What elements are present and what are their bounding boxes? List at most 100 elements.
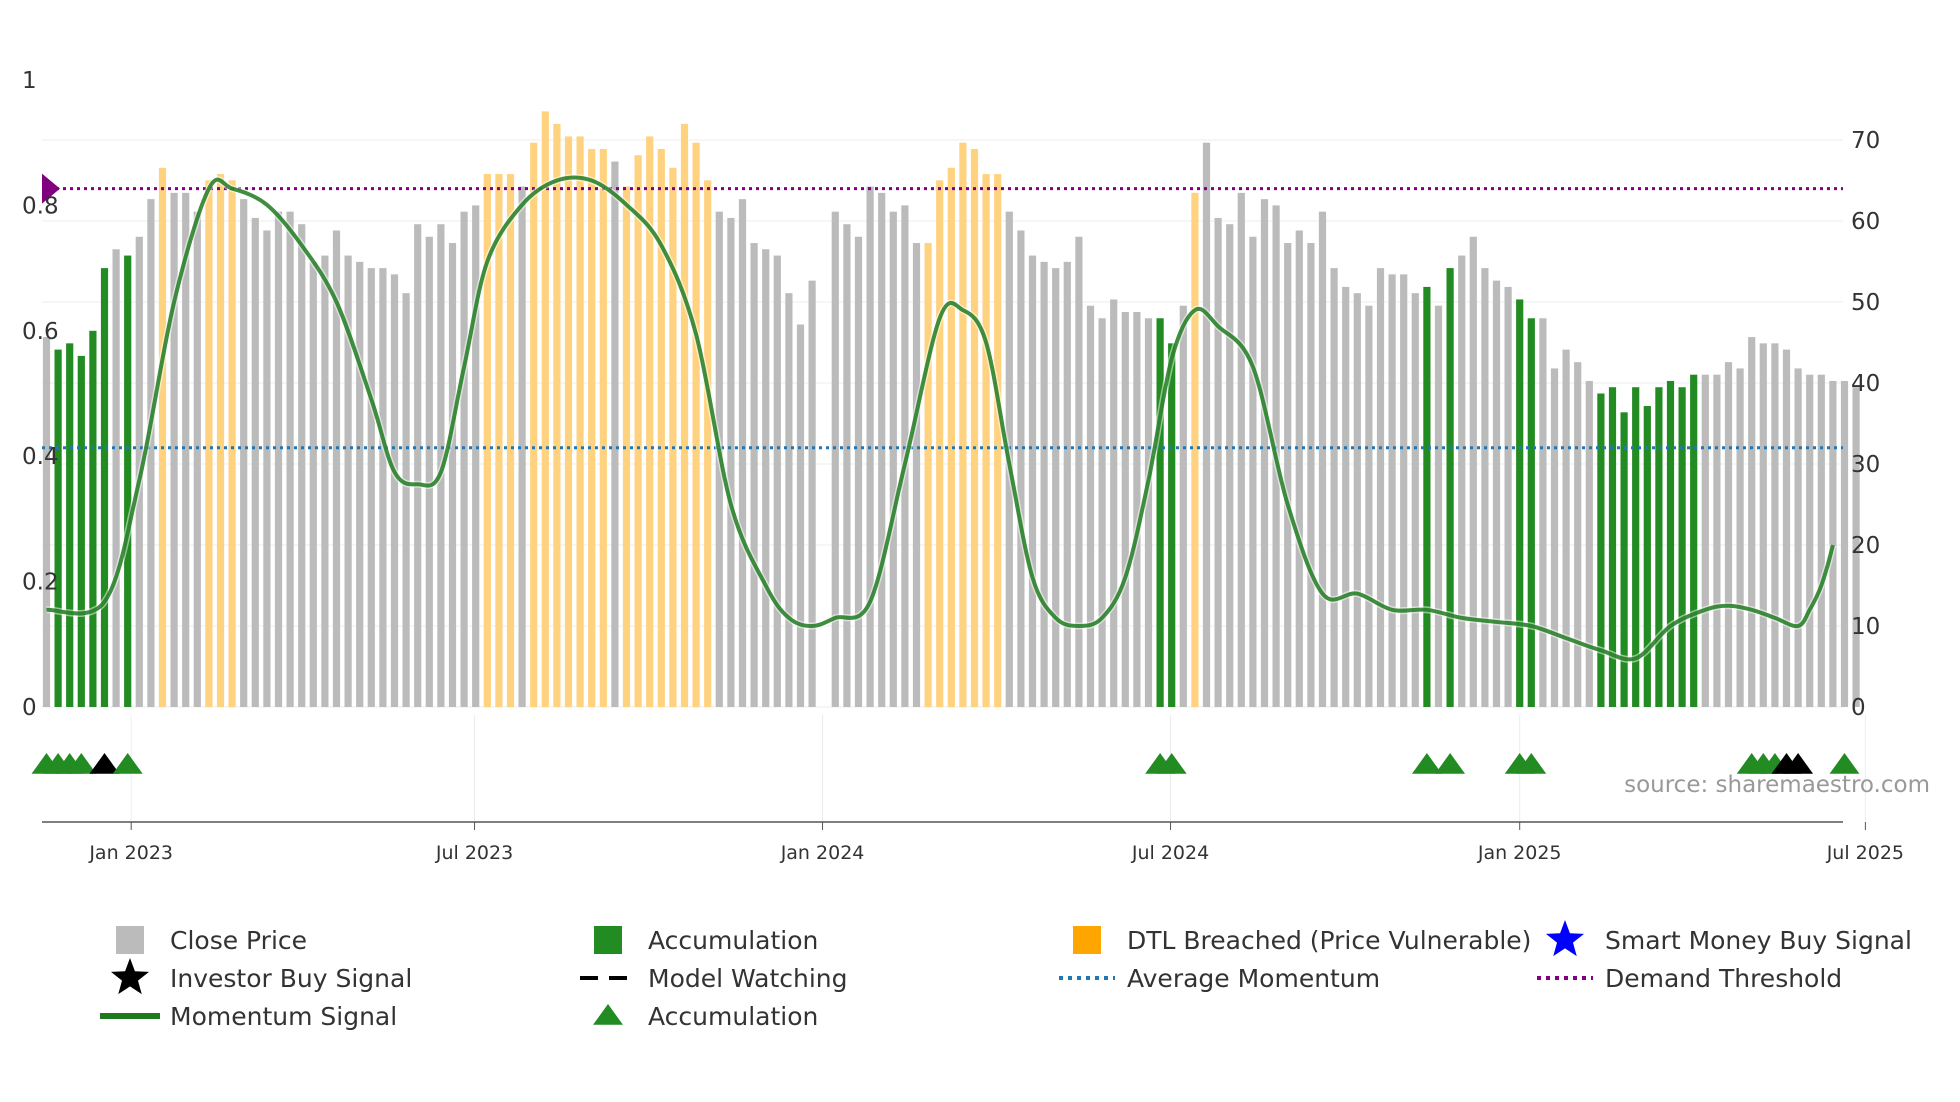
close-price-bar <box>1434 305 1443 707</box>
legend-label: Accumulation <box>648 926 818 955</box>
reference-lines <box>42 173 1843 450</box>
accumulation-marker <box>1156 753 1187 774</box>
signal-markers <box>31 753 1860 774</box>
legend-label: DTL Breached (Price Vulnerable) <box>1127 926 1531 955</box>
legend-item: Investor Buy Signal <box>110 958 412 995</box>
dtl-breached-bar <box>541 111 549 708</box>
close-price-bar <box>321 255 329 707</box>
accumulation-bar <box>1446 268 1454 707</box>
accumulation-bar <box>1678 387 1686 707</box>
legend-item: Demand Threshold <box>1537 964 1842 993</box>
accumulation-marker <box>112 753 143 774</box>
close-price-bar <box>1539 318 1547 707</box>
close-price-bar <box>1759 343 1767 707</box>
right-tick-label: 70 <box>1851 128 1880 154</box>
close-price-bar <box>1840 380 1849 707</box>
legend-star-icon <box>110 958 150 995</box>
legend: Close Price Accumulation DTL Breached (Pri… <box>100 920 1912 1031</box>
date-tick-label: Jul 2023 <box>435 842 513 864</box>
source-label: source: sharemaestro.com <box>1624 772 1930 798</box>
accumulation-bar <box>89 330 97 707</box>
close-price-bar <box>1411 293 1419 707</box>
close-price-bar <box>472 205 480 707</box>
accumulation-bar <box>1655 387 1663 707</box>
right-tick-label: 0 <box>1851 695 1866 721</box>
close-price-bar <box>518 186 526 708</box>
right-tick-label: 20 <box>1851 533 1880 559</box>
close-price-bar <box>1284 243 1292 707</box>
close-price-bar <box>274 211 283 708</box>
investor-buy-marker <box>1783 753 1814 774</box>
close-price-bar <box>263 230 271 708</box>
close-price-bar <box>240 199 248 707</box>
dtl-breached-bar <box>599 148 607 708</box>
accumulation-bar <box>54 349 62 707</box>
close-price-bar <box>1353 293 1361 707</box>
close-price-bar <box>309 261 317 707</box>
close-price-bar <box>425 236 433 707</box>
price-bars <box>42 111 1860 708</box>
left-tick-label: 1 <box>22 68 37 94</box>
close-price-bar <box>762 249 770 708</box>
accumulation-marker <box>66 753 97 774</box>
date-tick-label: Jan 2023 <box>88 842 173 864</box>
demand-threshold-marker <box>42 173 60 204</box>
right-tick-label: 60 <box>1851 209 1880 235</box>
close-price-bar <box>1318 211 1327 708</box>
close-price-bar <box>1086 305 1095 707</box>
close-price-bar <box>1736 368 1744 707</box>
legend-label: Momentum Signal <box>170 1002 397 1031</box>
dtl-breached-bar <box>205 180 213 707</box>
accumulation-marker <box>1829 753 1860 774</box>
close-price-bar <box>251 217 259 707</box>
close-price-bar <box>1504 286 1512 707</box>
close-price-bar <box>808 280 816 707</box>
legend-item: Smart Money Buy Signal <box>1545 920 1912 957</box>
accumulation-bar <box>66 343 74 707</box>
accumulation-bar <box>1666 380 1675 707</box>
close-price-bar <box>402 293 410 707</box>
close-price-bar <box>344 255 352 707</box>
close-price-bar <box>1376 268 1385 707</box>
accumulation-bar <box>1597 393 1605 707</box>
close-price-bar <box>42 337 51 707</box>
close-price-bar <box>1110 299 1118 707</box>
close-price-bar <box>1144 318 1153 707</box>
dtl-breached-bar <box>506 174 515 708</box>
dtl-breached-bar <box>1191 192 1199 708</box>
left-tick-label: 0.6 <box>22 319 59 345</box>
legend-square-icon <box>1073 926 1101 954</box>
close-price-bar <box>1782 349 1791 707</box>
close-price-bar <box>1028 255 1037 707</box>
close-price-bar <box>1481 268 1489 707</box>
close-price-bar <box>912 243 921 707</box>
close-price-bar <box>1040 261 1048 707</box>
dtl-breached-bar <box>657 148 665 708</box>
close-price-bar <box>1121 311 1129 707</box>
close-price-bar <box>298 224 306 707</box>
legend-label: Accumulation <box>648 1002 818 1031</box>
accumulation-marker <box>1411 753 1442 774</box>
dtl-breached-bar <box>947 167 955 707</box>
close-price-bar <box>1214 217 1222 707</box>
close-price-bar <box>1307 243 1315 707</box>
legend-item: Momentum Signal <box>100 1002 397 1031</box>
legend-square-icon <box>116 926 144 954</box>
close-price-bar <box>1585 380 1593 707</box>
accumulation-bar <box>1168 343 1176 707</box>
close-price-bar <box>1249 236 1257 707</box>
close-price-bar <box>831 211 839 708</box>
close-price-bar <box>448 243 457 707</box>
close-price-bar <box>379 268 387 707</box>
legend-label: Average Momentum <box>1127 964 1380 993</box>
accumulation-bar <box>1156 318 1164 707</box>
investor-buy-marker <box>89 753 120 774</box>
accumulation-bar <box>100 268 109 707</box>
close-price-bar <box>1713 374 1721 707</box>
accumulation-bar <box>1632 387 1640 707</box>
close-price-bar <box>785 293 793 707</box>
date-tick-label: Jul 2024 <box>1131 842 1209 864</box>
close-price-bar <box>356 261 364 707</box>
date-tick-label: Jan 2025 <box>1477 842 1562 864</box>
